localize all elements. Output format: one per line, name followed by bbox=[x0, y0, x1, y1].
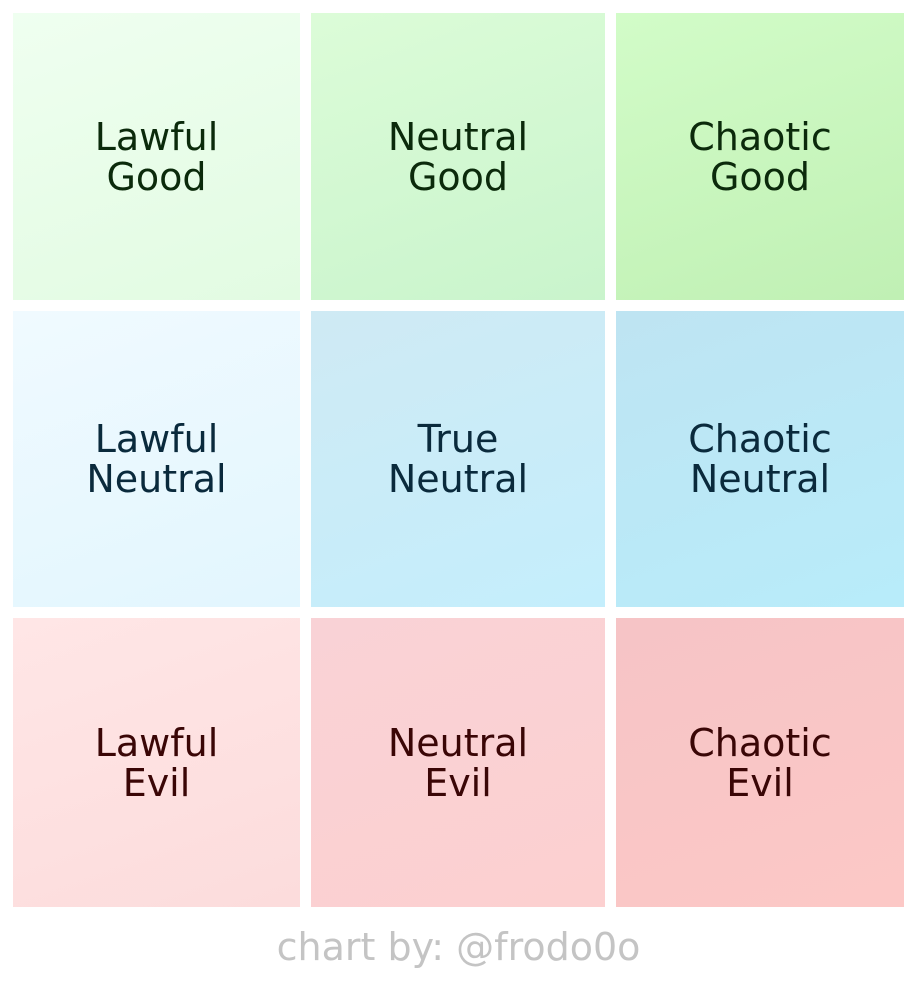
cell-label: Lawful bbox=[94, 114, 219, 159]
cell-label: Neutral bbox=[387, 457, 529, 501]
cell: Lawful Evil bbox=[13, 618, 300, 907]
cell: Lawful Good bbox=[13, 13, 300, 300]
cell-label: True bbox=[417, 417, 499, 461]
cell: Neutral Good bbox=[311, 13, 605, 300]
cell-label: Neutral bbox=[86, 457, 227, 501]
cell-label: Good bbox=[407, 154, 509, 199]
cell-label: Neutral bbox=[387, 114, 529, 159]
cell-label: Lawful bbox=[94, 720, 219, 765]
cell-label: Chaotic bbox=[688, 417, 832, 461]
cell-label: Evil bbox=[122, 760, 191, 805]
cell: Chaotic Evil bbox=[616, 618, 904, 907]
cell: Neutral Evil bbox=[311, 618, 605, 907]
cell: Chaotic Neutral bbox=[616, 311, 904, 607]
cell-label: Chaotic bbox=[688, 720, 832, 765]
cell: True Neutral bbox=[311, 311, 605, 607]
cell-label: Good bbox=[106, 154, 207, 199]
cell-label: Lawful bbox=[94, 417, 219, 461]
cell-label: Good bbox=[709, 154, 811, 199]
cell-label: Evil bbox=[726, 760, 794, 805]
cell: Chaotic Good bbox=[616, 13, 904, 300]
cell-label: Neutral bbox=[387, 720, 529, 765]
cell-label: Evil bbox=[424, 760, 492, 805]
credit: chart by: @frodo0o bbox=[276, 925, 641, 969]
cell-label: Neutral bbox=[689, 457, 831, 501]
cell: Lawful Neutral bbox=[13, 311, 300, 607]
cell-label: Chaotic bbox=[688, 114, 832, 159]
